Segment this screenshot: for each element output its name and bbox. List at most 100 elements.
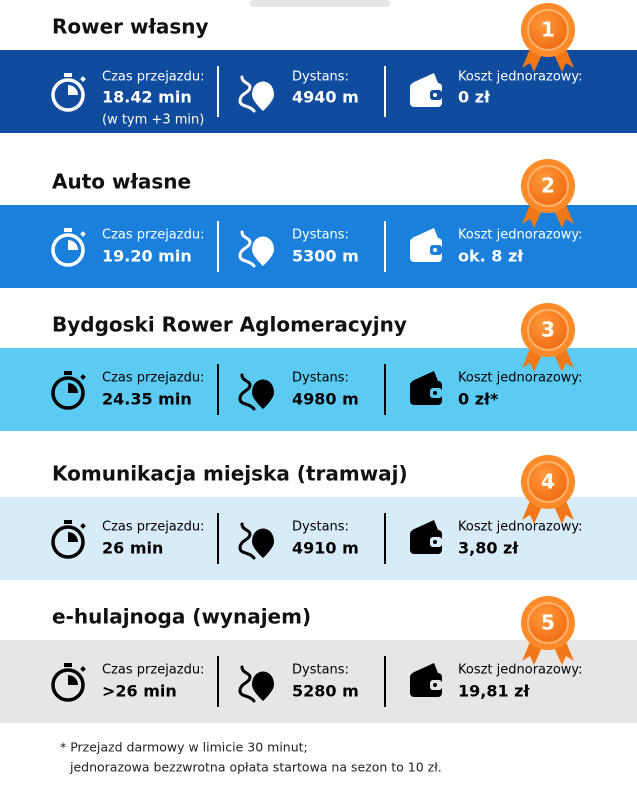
distance-label: Dystans: <box>292 70 349 85</box>
mode-title: Rower własny <box>52 15 209 39</box>
icon-stopwatch <box>51 376 85 410</box>
cost-label: Koszt jednorazowy: <box>458 663 583 678</box>
icon-wallet <box>410 238 442 262</box>
mode-card: e-hulajnoga (wynajem) Czas przejazdu: >26 … <box>0 596 637 723</box>
icon-stopwatch <box>68 675 78 685</box>
distance-label: Dystans: <box>292 520 349 535</box>
icon-route <box>238 665 256 703</box>
time-label: Czas przejazdu: <box>102 520 204 535</box>
icon-wallet <box>412 73 438 83</box>
time-label: Czas przejazdu: <box>102 70 204 85</box>
icon-wallet <box>412 663 438 673</box>
icon-stopwatch <box>80 76 86 82</box>
icon-stopwatch <box>68 383 78 393</box>
distance-value: 5280 m <box>292 682 359 701</box>
medal <box>527 461 569 503</box>
time-value: >26 min <box>102 682 177 701</box>
medal <box>527 9 569 51</box>
mode-title: e-hulajnoga (wynajem) <box>52 605 311 629</box>
cost-value: 0 zł <box>458 88 491 107</box>
icon-route <box>252 81 274 111</box>
icon-stopwatch <box>64 663 72 667</box>
footnote: jednorazowa bezzwrotna opłata startowa n… <box>69 760 442 775</box>
distance-label: Dystans: <box>292 371 349 386</box>
icon-route <box>238 75 256 113</box>
time-label: Czas przejazdu: <box>102 371 204 386</box>
icon-wallet <box>412 371 438 381</box>
icon-route <box>238 522 256 560</box>
icon-wallet <box>433 93 437 97</box>
icon-stopwatch <box>64 520 72 524</box>
cost-label: Koszt jednorazowy: <box>458 70 583 85</box>
icon-stopwatch <box>51 668 85 702</box>
time-label: Czas przejazdu: <box>102 228 204 243</box>
icon-stopwatch <box>64 371 72 375</box>
icon-stopwatch <box>51 78 85 112</box>
cost-value: 3,80 zł <box>458 539 519 558</box>
icon-stopwatch <box>51 233 85 267</box>
medal <box>527 602 569 644</box>
icon-route <box>252 236 274 266</box>
mode-card: Bydgoski Rower Aglomeracyjny Czas przejaz… <box>0 303 637 431</box>
icon-stopwatch <box>68 240 78 250</box>
cost-label: Koszt jednorazowy: <box>458 371 583 386</box>
mode-title: Auto własne <box>52 170 191 194</box>
icon-stopwatch <box>80 231 86 237</box>
icon-stopwatch <box>80 523 86 529</box>
icon-route <box>252 671 274 701</box>
distance-value: 4980 m <box>292 390 359 409</box>
icon-route <box>252 379 274 409</box>
icon-wallet <box>412 520 438 530</box>
icon-stopwatch <box>64 73 72 77</box>
cost-value: ok. 8 zł <box>458 247 524 266</box>
mode-title: Komunikacja miejska (tramwaj) <box>52 462 408 486</box>
medal <box>527 309 569 351</box>
cost-value: 0 zł* <box>458 390 499 409</box>
medal-rank: 4 <box>541 470 555 494</box>
medal-rank: 2 <box>541 174 555 198</box>
time-value: 24.35 min <box>102 390 192 409</box>
icon-wallet <box>433 248 437 252</box>
distance-value: 5300 m <box>292 247 359 266</box>
time-value: 19.20 min <box>102 247 192 266</box>
mode-card: Auto własne Czas przejazdu: 19.20 min Dysta… <box>0 159 637 288</box>
cost-label: Koszt jednorazowy: <box>458 228 583 243</box>
icon-stopwatch <box>68 532 78 542</box>
distance-value: 4940 m <box>292 88 359 107</box>
icon-stopwatch <box>80 666 86 672</box>
icon-wallet <box>412 228 438 238</box>
icon-stopwatch <box>51 525 85 559</box>
time-label: Czas przejazdu: <box>102 663 204 678</box>
medal-rank: 1 <box>541 18 555 42</box>
cost-label: Koszt jednorazowy: <box>458 520 583 535</box>
mode-card: Komunikacja miejska (tramwaj) Czas przeja… <box>0 455 637 580</box>
top-shadow <box>250 0 390 7</box>
footnote: * Przejazd darmowy w limicie 30 minut; <box>60 740 308 755</box>
icon-wallet <box>410 381 442 405</box>
icon-wallet <box>410 530 442 554</box>
time-value: 26 min <box>102 539 163 558</box>
icon-stopwatch <box>80 374 86 380</box>
cost-value: 19,81 zł <box>458 682 530 701</box>
medal <box>527 165 569 207</box>
mode-title: Bydgoski Rower Aglomeracyjny <box>52 313 407 337</box>
time-value: 18.42 min <box>102 88 192 107</box>
icon-wallet <box>433 391 437 395</box>
icon-stopwatch <box>68 85 78 95</box>
icon-stopwatch <box>64 228 72 232</box>
icon-route <box>238 230 256 268</box>
icon-wallet <box>410 673 442 697</box>
time-note: (w tym +3 min) <box>102 113 204 128</box>
distance-value: 4910 m <box>292 539 359 558</box>
icon-route <box>238 373 256 411</box>
icon-wallet <box>410 83 442 107</box>
medal-rank: 3 <box>541 318 555 342</box>
distance-label: Dystans: <box>292 228 349 243</box>
distance-label: Dystans: <box>292 663 349 678</box>
mode-card: Rower własny Czas przejazdu: 18.42 min (w t… <box>0 3 637 133</box>
icon-route <box>252 528 274 558</box>
icon-wallet <box>433 683 437 687</box>
icon-wallet <box>433 540 437 544</box>
medal-rank: 5 <box>541 611 555 635</box>
